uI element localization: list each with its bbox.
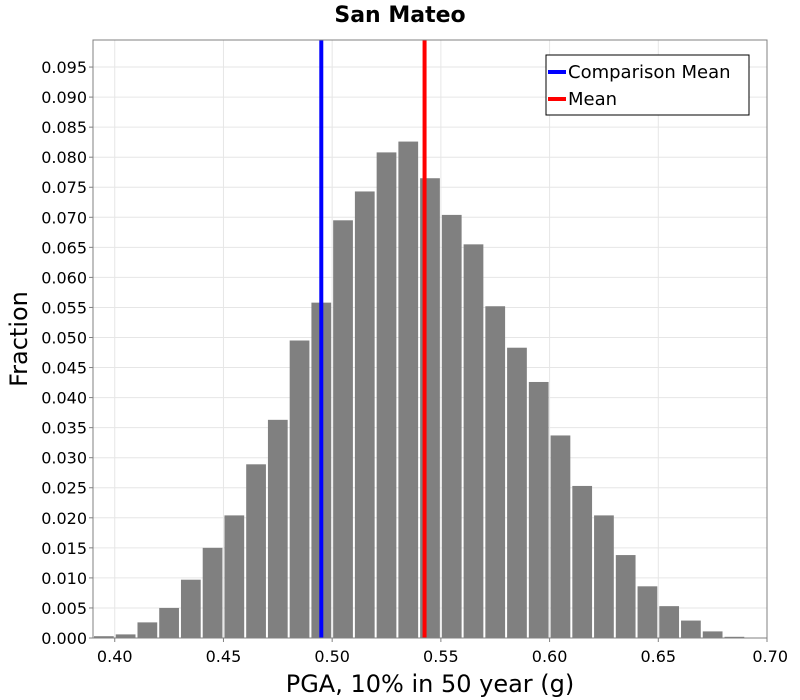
histogram-bar [289, 340, 310, 638]
y-axis-label: Fraction [5, 291, 33, 387]
histogram-bar [333, 220, 353, 638]
bars [94, 141, 745, 639]
y-tick-label: 0.020 [41, 509, 87, 528]
x-tick-label: 0.55 [423, 647, 459, 666]
histogram-bar [550, 435, 571, 638]
y-tick-label: 0.025 [41, 479, 87, 498]
y-tick-label: 0.050 [41, 328, 87, 347]
chart-title: San Mateo [334, 3, 465, 28]
histogram-bar [702, 631, 723, 638]
histogram-bar [681, 620, 701, 638]
y-tick-label: 0.085 [41, 118, 87, 137]
y-tick-label: 0.075 [41, 178, 87, 197]
histogram-bar [180, 579, 201, 638]
y-tick-label: 0.010 [41, 569, 87, 588]
y-tick-label: 0.055 [41, 298, 87, 317]
x-tick-label: 0.45 [206, 647, 242, 666]
x-tick-label: 0.50 [314, 647, 350, 666]
legend-label-comparison-mean: Comparison Mean [568, 62, 731, 83]
y-tick-label: 0.035 [41, 419, 87, 438]
x-tick-label: 0.70 [752, 647, 788, 666]
x-tick-label: 0.60 [532, 647, 568, 666]
y-tick-label: 0.015 [41, 539, 87, 558]
histogram-bar [246, 464, 266, 638]
histogram-bar [615, 555, 636, 638]
histogram-bar [159, 607, 179, 638]
mean-lines [319, 40, 427, 638]
legend-label-mean: Mean [568, 89, 617, 110]
histogram-bar [528, 381, 549, 638]
y-tick-label: 0.000 [41, 629, 87, 648]
y-tick-label: 0.045 [41, 359, 87, 378]
y-tick-label: 0.095 [41, 58, 87, 77]
legend-box [545, 54, 750, 116]
histogram-bar [572, 485, 593, 638]
histogram-bar [637, 586, 658, 638]
y-tick-label: 0.090 [41, 88, 87, 107]
histogram-bar [376, 152, 397, 638]
histogram-bar [267, 419, 288, 638]
histogram-bar [224, 515, 245, 638]
y-tick-label: 0.080 [41, 148, 87, 167]
histogram-bar [507, 347, 527, 638]
y-tick-label: 0.060 [41, 268, 87, 287]
y-tick-label: 0.065 [41, 238, 87, 257]
histogram-bar [115, 634, 136, 638]
y-tick-label: 0.040 [41, 389, 87, 408]
x-tick-label: 0.65 [640, 647, 676, 666]
y-tick-label: 0.070 [41, 208, 87, 227]
x-tick-label: 0.40 [97, 647, 133, 666]
histogram-bar [724, 636, 745, 638]
histogram-bar [594, 515, 614, 638]
x-axis-label: PGA, 10% in 50 year (g) [286, 670, 575, 698]
histogram-bar [137, 622, 158, 638]
histogram-bar [202, 547, 223, 638]
legend: Comparison Mean Mean [545, 54, 750, 116]
histogram-bar [659, 606, 680, 638]
histogram-bar [485, 306, 506, 638]
y-axis-ticks: 0.000 0.005 0.010 0.015 0.020 0.025 0.030 0.035… [41, 58, 93, 648]
plot-frame [92, 39, 768, 639]
x-axis-ticks: 0.40 0.45 0.50 0.55 0.60 0.65 0.70 [97, 638, 788, 666]
histogram-bar [94, 636, 114, 638]
histogram-bar [398, 141, 419, 638]
y-tick-label: 0.005 [41, 599, 87, 618]
y-tick-label: 0.030 [41, 449, 87, 468]
histogram-bar [463, 244, 484, 638]
histogram-bar [354, 191, 375, 639]
histogram-bar [441, 214, 462, 638]
